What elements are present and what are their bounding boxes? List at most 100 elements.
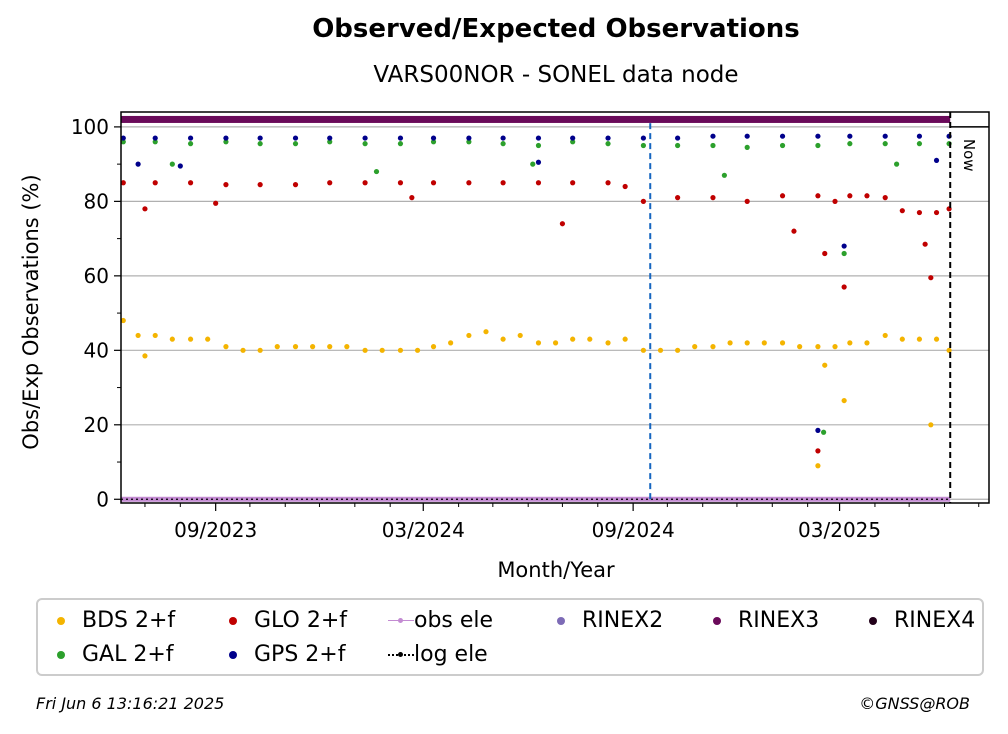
data-point-bds-2-f [120, 317, 126, 324]
data-points-layer [120, 133, 952, 469]
data-point-bds-2-f [882, 332, 888, 339]
data-point-bds-2-f [587, 336, 593, 342]
x-tick-label: 09/2024 [592, 518, 675, 542]
data-point-gps-2-f [187, 135, 194, 141]
data-point-bds-2-f [535, 340, 542, 346]
axis-layer: 0 20 40 60 80 100 09/2023 03/2024 09/2024 03/2025… [71, 112, 989, 542]
x-axis-label: Month/Year [497, 558, 615, 582]
data-point-glo-2-f [864, 193, 870, 199]
data-point-bds-2-f [675, 347, 681, 353]
data-point-gal-2-f [397, 141, 404, 147]
data-point-bds-2-f [657, 347, 664, 353]
data-point-bds-2-f [142, 353, 148, 359]
data-point-glo-2-f [922, 241, 928, 247]
data-point-gps-2-f [397, 135, 404, 141]
data-point-bds-2-f [397, 347, 404, 353]
data-point-glo-2-f [822, 250, 828, 257]
data-point-glo-2-f [933, 209, 940, 216]
data-point-gps-2-f [710, 133, 716, 139]
data-point-bds-2-f [605, 340, 611, 346]
data-point-gal-2-f [535, 142, 542, 149]
chart-subtitle: VARS00NOR - SONEL data node [373, 62, 739, 88]
data-point-bds-2-f [710, 344, 716, 350]
y-axis-label: Obs/Exp Observations (%) [19, 174, 43, 449]
data-point-gal-2-f [882, 141, 888, 147]
legend-item-bds: BDS 2+f [46, 608, 175, 634]
data-point-gps-2-f [120, 135, 126, 141]
x-tick-label: 03/2024 [382, 518, 465, 542]
data-point-bds-2-f [344, 344, 350, 350]
y-tick-label: 20 [84, 413, 109, 437]
data-point-glo-2-f [779, 193, 786, 199]
data-point-gal-2-f [120, 139, 126, 145]
data-point-gps-2-f [135, 161, 141, 167]
data-point-glo-2-f [791, 228, 797, 234]
data-point-bds-2-f [797, 344, 803, 350]
data-point-glo-2-f [500, 180, 506, 186]
data-point-gal-2-f [570, 139, 576, 145]
rinex3-availability-band [121, 115, 951, 123]
data-point-glo-2-f [710, 195, 716, 201]
data-point-bds-2-f [362, 347, 368, 353]
y-tick-label: 40 [84, 338, 109, 362]
data-point-bds-2-f [169, 336, 175, 342]
data-point-gal-2-f [821, 429, 827, 435]
data-point-gal-2-f [373, 168, 380, 175]
data-point-gal-2-f [292, 141, 299, 147]
data-point-bds-2-f [152, 332, 158, 339]
data-point-bds-2-f [761, 340, 767, 346]
data-point-glo-2-f [640, 198, 646, 204]
data-point-gps-2-f [466, 135, 472, 141]
legend-item-gal: GAL 2+f [46, 642, 174, 668]
data-point-gal-2-f [916, 141, 923, 147]
data-point-glo-2-f [570, 180, 576, 186]
legend-item-obs-ele: obs ele [388, 608, 493, 634]
data-point-glo-2-f [559, 221, 566, 227]
y-tick-label: 80 [84, 189, 109, 213]
data-point-glo-2-f [409, 195, 415, 201]
data-point-glo-2-f [223, 182, 229, 188]
data-point-glo-2-f [899, 208, 905, 214]
legend: BDS 2+f GAL 2+f GLO 2+f GPS 2+f obs ele … [36, 598, 984, 676]
data-point-bds-2-f [257, 347, 263, 353]
data-point-bds-2-f [847, 340, 853, 346]
data-point-bds-2-f [864, 340, 870, 346]
data-point-glo-2-f [535, 180, 542, 186]
timestamp: Fri Jun 6 13:16:21 2025 [36, 694, 225, 713]
data-point-gal-2-f [815, 142, 821, 149]
data-point-bds-2-f [640, 347, 646, 353]
data-point-bds-2-f [292, 344, 299, 350]
data-point-glo-2-f [397, 180, 404, 186]
data-point-glo-2-f [847, 193, 853, 199]
data-point-bds-2-f [414, 347, 421, 353]
data-point-gps-2-f [152, 135, 158, 141]
data-point-glo-2-f [882, 195, 888, 201]
data-point-bds-2-f [822, 362, 828, 368]
data-point-bds-2-f [946, 347, 952, 353]
data-point-gps-2-f [570, 135, 576, 141]
data-point-gps-2-f [675, 135, 681, 141]
data-point-bds-2-f [841, 397, 847, 404]
data-point-gps-2-f [257, 135, 263, 141]
data-point-gps-2-f [292, 135, 299, 141]
data-point-glo-2-f [832, 198, 838, 204]
data-point-bds-2-f [500, 336, 506, 342]
data-point-glo-2-f [187, 180, 194, 186]
data-point-gps-2-f [605, 135, 611, 141]
data-point-glo-2-f [744, 198, 750, 204]
data-point-glo-2-f [152, 180, 158, 186]
data-point-bds-2-f [570, 336, 576, 342]
data-point-glo-2-f [622, 183, 628, 190]
data-point-glo-2-f [605, 180, 611, 186]
data-point-glo-2-f [120, 180, 126, 186]
legend-item-rinex3: RINEX3 [702, 608, 819, 634]
credit: ©GNSS@ROB [859, 694, 970, 713]
data-point-bds-2-f [379, 347, 385, 353]
data-point-glo-2-f [142, 206, 148, 212]
obs-ele-line [121, 496, 951, 502]
data-point-bds-2-f [517, 332, 523, 339]
data-point-glo-2-f [815, 193, 821, 199]
data-point-bds-2-f [310, 344, 316, 350]
data-point-bds-2-f [815, 344, 821, 350]
data-point-bds-2-f [622, 336, 628, 342]
